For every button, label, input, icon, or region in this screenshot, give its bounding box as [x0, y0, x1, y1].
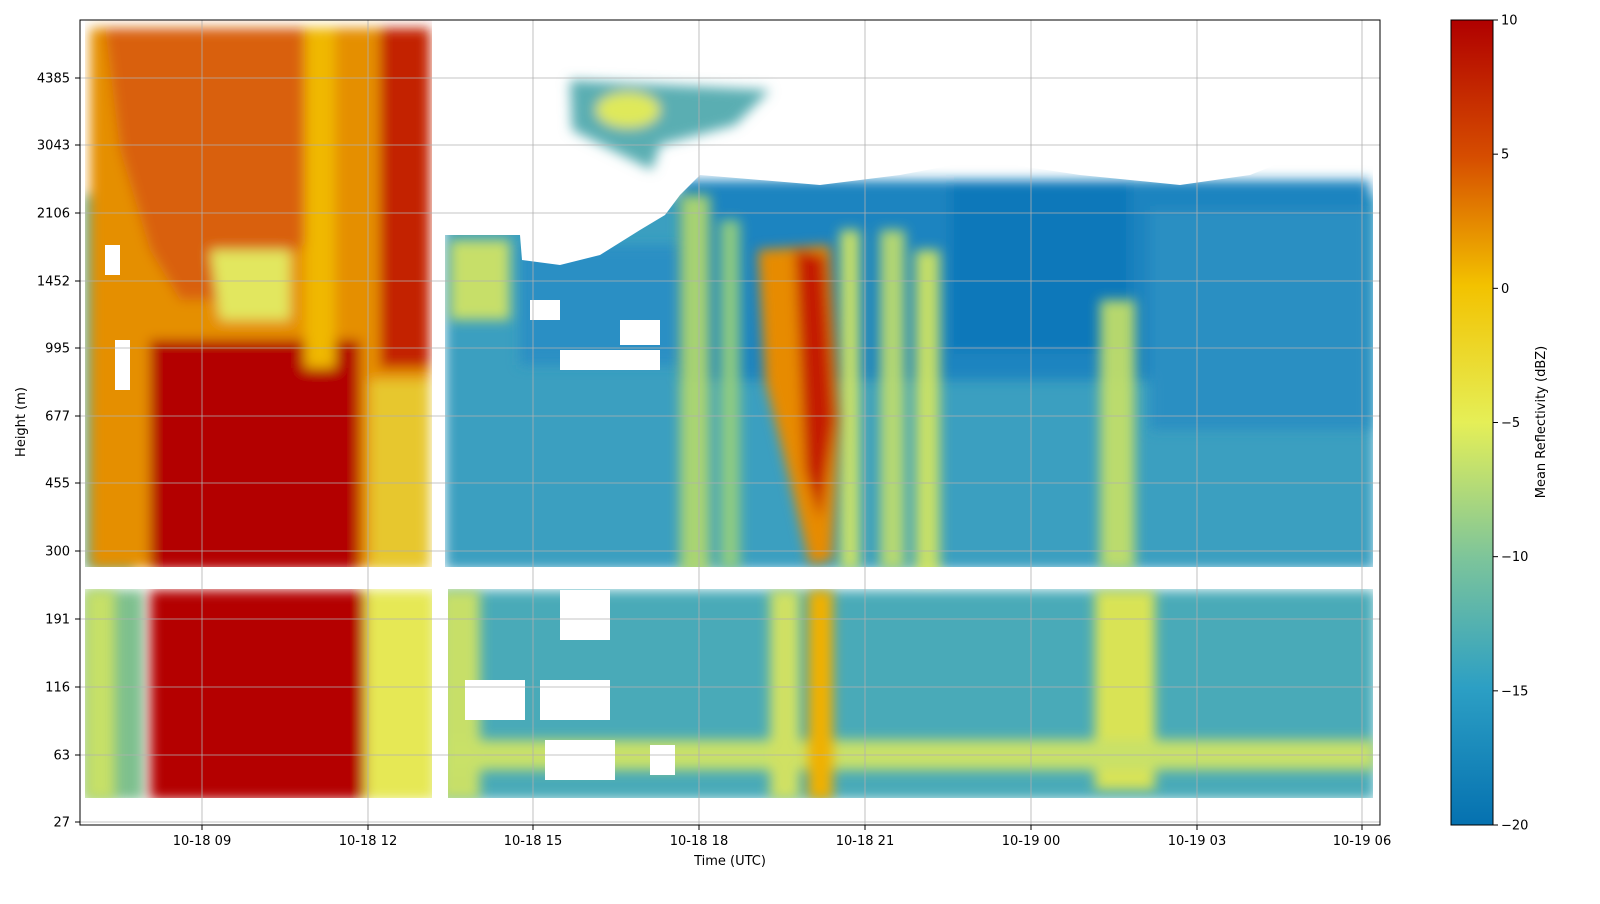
- x-tick-label: 10-18 15: [504, 834, 562, 849]
- x-axis-ticks: 10-18 09 10-18 12 10-18 15 10-18 18 10-18 21…: [173, 825, 1391, 849]
- x-tick-label: 10-19 00: [1002, 834, 1060, 849]
- colorbar-tick-label: −20: [1501, 819, 1528, 834]
- y-tick-label: 995: [45, 342, 70, 357]
- x-tick-label: 10-18 18: [670, 834, 728, 849]
- y-tick-label: 300: [45, 545, 70, 560]
- y-axis-label: Height (m): [14, 387, 29, 457]
- x-tick-label: 10-19 06: [1333, 834, 1391, 849]
- x-tick-label: 10-18 21: [836, 834, 894, 849]
- x-tick-label: 10-18 09: [173, 834, 231, 849]
- y-tick-label: 3043: [37, 139, 70, 154]
- y-tick-label: 2106: [37, 207, 70, 222]
- colorbar-tick-label: −10: [1501, 550, 1528, 565]
- y-axis-ticks: 27 63 116 191 300 455 677 995 1452 2106 3043 4385: [37, 72, 80, 831]
- heatmap-field: [80, 20, 1380, 825]
- y-tick-label: 677: [45, 410, 70, 425]
- x-tick-label: 10-18 12: [339, 834, 397, 849]
- y-tick-label: 63: [53, 749, 70, 764]
- colorbar-label: Mean Reflectivity (dBZ): [1534, 346, 1549, 499]
- plot-frame: [79, 19, 1381, 826]
- colorbar-tick-label: 10: [1501, 14, 1518, 29]
- y-tick-label: 1452: [37, 275, 70, 290]
- x-tick-label: 10-19 03: [1168, 834, 1226, 849]
- colorbar-ticks: 10 5 0 −5 −10 −15 −20: [1493, 14, 1528, 834]
- colorbar-tick-label: 5: [1501, 148, 1509, 163]
- y-tick-label: 116: [45, 681, 70, 696]
- y-tick-label: 4385: [37, 72, 70, 87]
- x-axis-label: Time (UTC): [693, 854, 766, 869]
- colorbar-tick-label: 0: [1501, 282, 1509, 297]
- colorbar-tick-label: −5: [1501, 416, 1520, 431]
- colorbar: [1450, 19, 1494, 826]
- y-tick-label: 27: [53, 816, 70, 831]
- y-tick-label: 191: [45, 613, 70, 628]
- grid-lines: [80, 20, 1380, 825]
- y-tick-label: 455: [45, 477, 70, 492]
- colorbar-tick-label: −15: [1501, 684, 1528, 699]
